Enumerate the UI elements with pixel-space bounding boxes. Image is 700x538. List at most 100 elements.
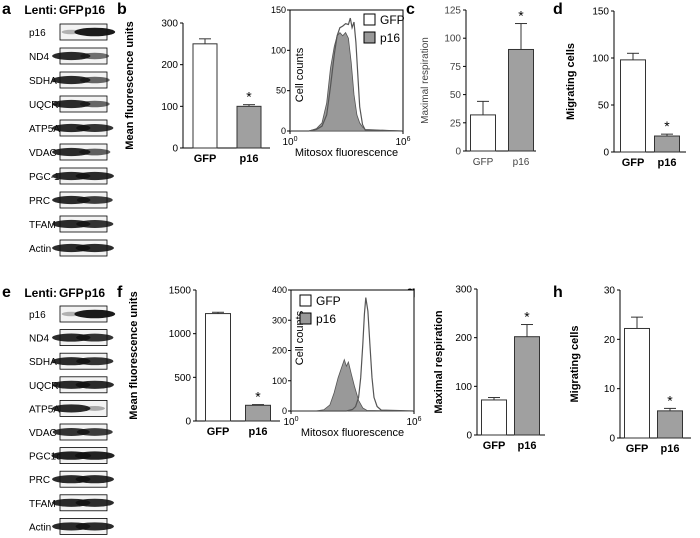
y-tick-label: 0 (455, 147, 461, 158)
blot-label: p16 (29, 28, 46, 39)
y-tick-label: 500 (174, 373, 191, 384)
x-category-label: p16 (513, 157, 530, 168)
blot-band (75, 498, 114, 507)
histogram-series-p16 (291, 358, 415, 412)
y-axis-label: Migrating cells (569, 325, 581, 402)
y-tick-label: 0 (282, 406, 287, 416)
histogram-series-gfp (291, 297, 415, 412)
y-tick-label: 300 (161, 19, 178, 30)
blot-band (76, 196, 113, 204)
blot-label: PGC1α (29, 452, 62, 463)
blot-label: SDHA (29, 76, 57, 87)
y-tick-label: 75 (450, 62, 462, 73)
y-axis-label: Mean fluorescence units (128, 291, 140, 419)
x-tick-exponent: 0 (295, 416, 299, 423)
blot-band (52, 75, 91, 85)
blot-label: UQCRC2 (29, 381, 72, 392)
significance-marker: * (524, 309, 530, 325)
blot-band (79, 148, 111, 156)
y-tick-label: 0 (466, 431, 472, 442)
panel-letter-e: e (2, 284, 11, 301)
bar-p16 (508, 48, 534, 152)
x-tick-label: 106 (395, 136, 410, 148)
blot-label: PRC (29, 196, 50, 207)
blot-band (76, 357, 114, 366)
blot-band (74, 451, 115, 460)
y-axis-label: Maximal respiration (433, 310, 445, 414)
bar-chart-c-bar: 0 25 50 75 100 125 Maximal respiration GFP * p16 (420, 6, 536, 168)
blot-label: VDAC (29, 428, 57, 439)
bar-p16 (657, 410, 683, 439)
x-category-label: GFP (626, 443, 649, 455)
blot-lane-label: GFP (59, 3, 84, 17)
blot-band (52, 99, 91, 109)
y-tick-label: 50 (276, 86, 286, 96)
significance-marker: * (667, 392, 673, 408)
y-tick-label: 300 (272, 315, 287, 325)
bar-gfp (620, 59, 646, 153)
y-tick-label: 100 (455, 382, 472, 393)
blot-label: VDAC (29, 148, 57, 159)
y-tick-label: 300 (455, 285, 472, 296)
legend-label: p16 (380, 31, 400, 45)
blot-label: PGC-1α (29, 172, 66, 183)
bar-chart-b-bar: 0 100 200 300 Mean fluorescence units GFP * p16 (124, 19, 270, 165)
y-tick-label: 100 (271, 45, 286, 55)
panel-letter-d: d (553, 1, 563, 18)
y-tick-label: 20 (604, 335, 616, 346)
y-tick-label: 200 (272, 346, 287, 356)
legend-label: p16 (316, 312, 336, 326)
bar-chart-g-bar: 0 100 200 300 Maximal respiration GFP * p16 (433, 285, 545, 452)
y-tick-label: 100 (592, 54, 609, 65)
x-category-label: p16 (658, 157, 677, 169)
x-axis-label: Mitosox fluorescence (301, 427, 404, 439)
blot-label: ATP5A (29, 404, 60, 415)
y-tick-label: 100 (161, 102, 178, 113)
y-tick-label: 150 (592, 7, 609, 18)
legend-label: GFP (316, 294, 341, 308)
x-category-label: p16 (240, 153, 259, 165)
bar-gfp (192, 43, 218, 149)
blot-band (79, 76, 110, 84)
x-tick-base: 10 (406, 417, 418, 428)
x-axis-label: Mitosox fluorescence (295, 147, 398, 159)
blot-band (52, 147, 91, 157)
y-tick-label: 1000 (169, 329, 192, 340)
x-tick-base: 10 (395, 137, 407, 148)
blot-label: ND4 (29, 52, 49, 63)
y-tick-label: 25 (450, 118, 462, 129)
y-axis-label: Cell counts (294, 47, 306, 102)
legend-swatch-p16 (299, 312, 312, 325)
blot-label: Actin (29, 244, 51, 255)
blot-band (84, 405, 105, 411)
significance-marker: * (518, 8, 524, 24)
blot-band (79, 100, 110, 108)
blot-label: SDHA (29, 357, 57, 368)
blot-label: UQCRC2 (29, 100, 72, 111)
y-tick-label: 150 (271, 5, 286, 15)
y-tick-label: 50 (598, 101, 610, 112)
panel-letter-b: b (117, 1, 127, 18)
histogram-series-gfp (290, 17, 404, 132)
blot-label: ND4 (29, 334, 49, 345)
blot-label: p16 (29, 310, 46, 321)
x-category-label: GFP (194, 153, 217, 165)
blot-header-prefix: Lenti: (24, 3, 57, 17)
legend-swatch-p16 (363, 31, 376, 44)
blot-label: TFAM (29, 499, 56, 510)
bar-chart-f-bar: 0 500 1000 1500 Mean fluorescence units GFP * p… (128, 286, 280, 438)
bar-chart-d-bar: 0 50 100 150 Migrating cells GFP * p16 (565, 7, 686, 169)
blot-band (75, 475, 114, 484)
x-tick-label: 106 (406, 416, 421, 428)
bar-gfp (205, 313, 231, 422)
western-blot-panel-a: Lenti: GFP p16p16ND4SDHAUQCRC2ATP5AVDACPGC… (24, 3, 116, 257)
x-category-label: GFP (207, 426, 230, 438)
blot-lane-label: GFP (59, 286, 84, 300)
y-axis-label: Migrating cells (565, 43, 577, 120)
y-tick-label: 30 (604, 286, 616, 297)
bar-gfp (481, 399, 507, 436)
western-blot-panel-e: Lenti: GFP p16p16ND4SDHAUQCRC2ATP5AVDACPGC… (24, 286, 116, 535)
x-category-label: GFP (473, 157, 494, 168)
